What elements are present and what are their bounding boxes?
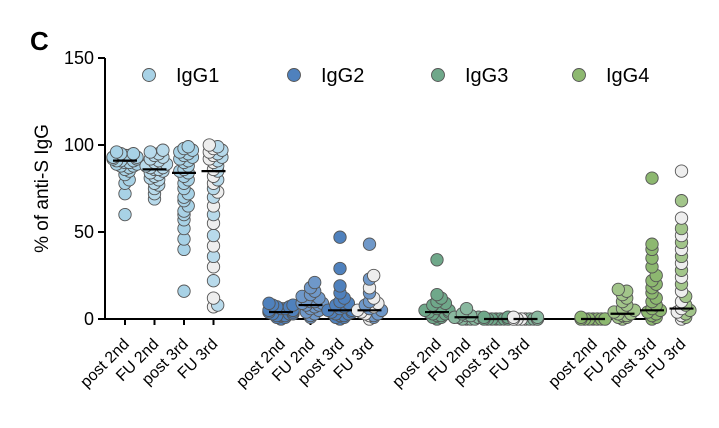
data-point: [126, 147, 141, 161]
data-point: [611, 282, 625, 297]
data-point: [459, 301, 474, 316]
data-point: [362, 237, 377, 251]
data-point: [674, 164, 689, 178]
data-point: [674, 211, 689, 225]
data-point: [143, 145, 157, 159]
legend-item: IgG3: [431, 65, 508, 87]
data-point: [177, 284, 191, 298]
data-point: [262, 296, 276, 310]
legend-marker: [572, 68, 586, 82]
data-point: [674, 194, 689, 208]
legend-marker: [431, 68, 445, 82]
y-tick-label: 100: [64, 135, 94, 155]
data-point: [645, 237, 659, 251]
data-point: [206, 274, 221, 288]
legend-label: IgG3: [465, 65, 508, 87]
y-tick-label: 150: [64, 48, 94, 68]
data-points: [106, 138, 697, 326]
data-point: [206, 228, 221, 243]
data-point: [156, 143, 170, 157]
legend-label: IgG1: [176, 65, 219, 87]
data-point: [109, 145, 124, 159]
y-tick-label: 50: [74, 222, 94, 242]
data-point: [206, 291, 221, 305]
legend: IgG1 IgG2 IgG3 IgG4: [142, 65, 649, 87]
data-point: [118, 207, 132, 222]
data-point: [181, 140, 195, 154]
legend-marker: [142, 68, 156, 82]
data-point: [430, 253, 444, 267]
panel-label: C: [30, 26, 49, 56]
y-tick-label: 0: [84, 309, 94, 329]
legend-label: IgG4: [606, 65, 649, 87]
data-point: [506, 310, 521, 324]
legend-item: IgG4: [572, 65, 649, 87]
data-point: [477, 310, 491, 324]
legend-label: IgG2: [321, 65, 364, 87]
data-point: [645, 171, 659, 185]
data-point: [333, 230, 347, 244]
legend-marker: [287, 68, 301, 82]
legend-item: IgG1: [142, 65, 219, 87]
data-point: [574, 310, 588, 324]
data-point: [530, 310, 545, 324]
data-point: [367, 268, 381, 283]
data-point: [333, 261, 347, 276]
legend-item: IgG2: [287, 65, 364, 87]
y-axis-title: % of anti-S IgG: [32, 124, 53, 253]
data-point: [202, 138, 216, 152]
data-point: [430, 287, 444, 302]
data-point: [308, 275, 322, 290]
median-lines: [113, 159, 694, 321]
data-point: [333, 279, 347, 293]
